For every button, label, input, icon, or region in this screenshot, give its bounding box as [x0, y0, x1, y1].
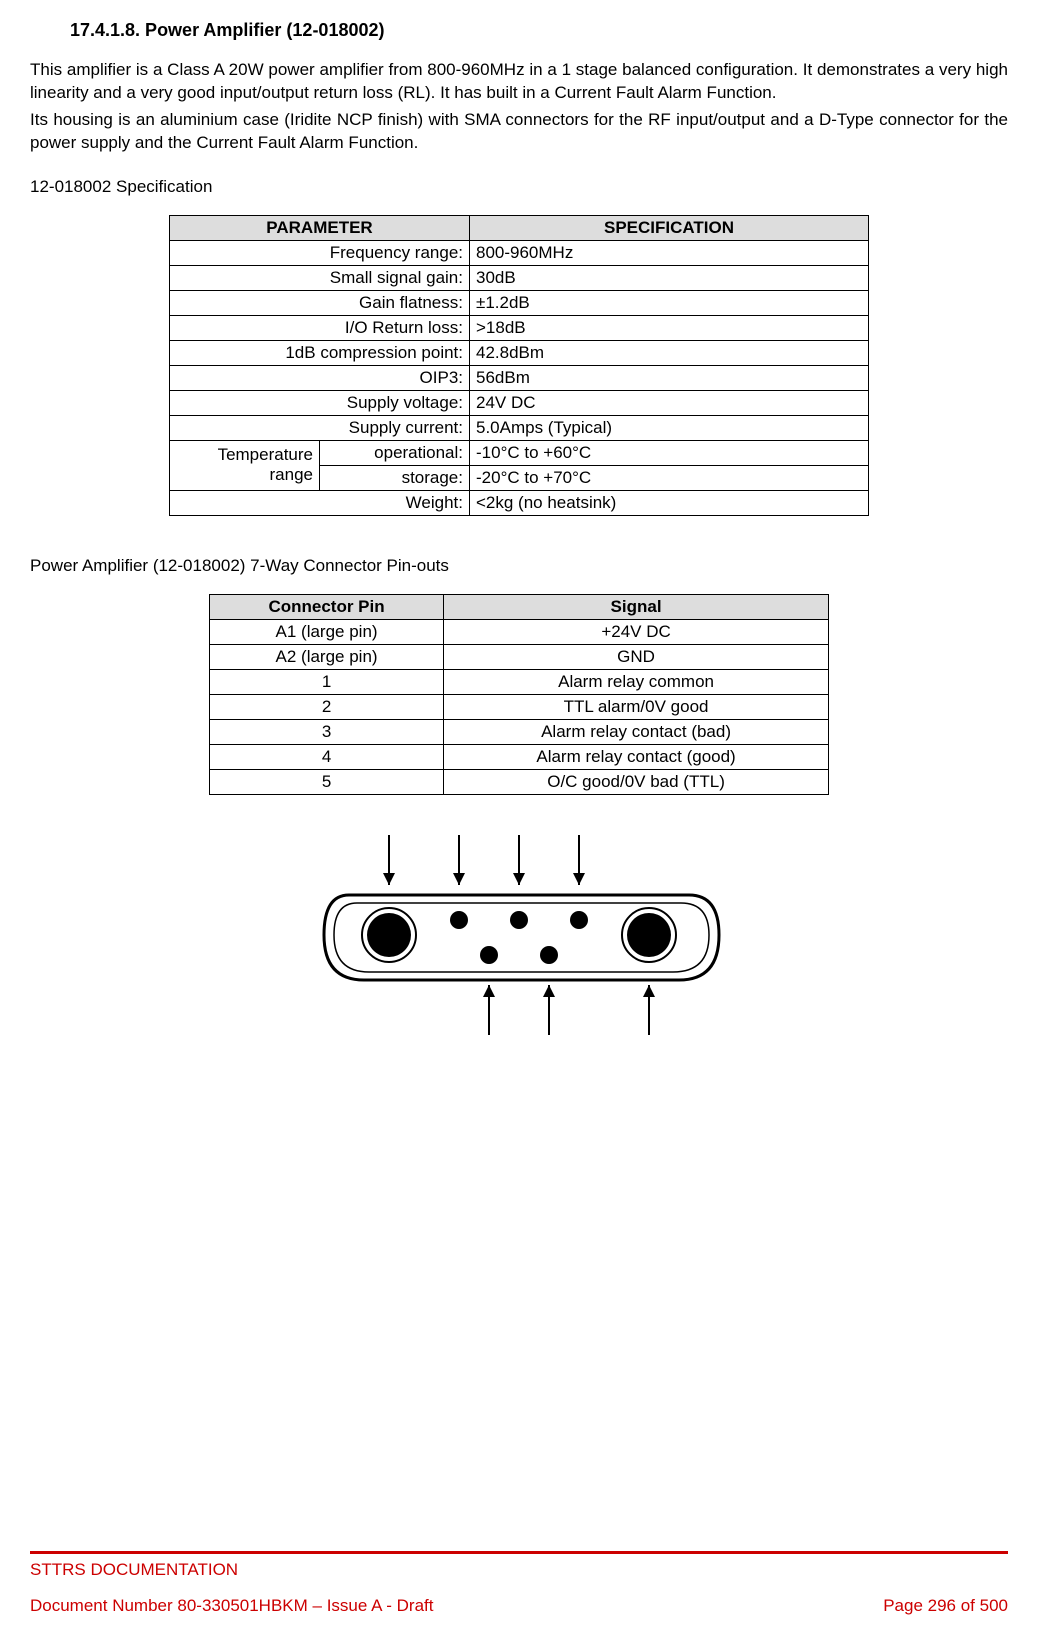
pinout-pin: 5: [210, 769, 444, 794]
pinout-pin: 3: [210, 719, 444, 744]
spec-row-param: Small signal gain:: [170, 265, 470, 290]
footer-docnum: Document Number 80-330501HBKM – Issue A …: [30, 1596, 433, 1616]
spec-row-param: Gain flatness:: [170, 290, 470, 315]
pinout-signal: GND: [444, 644, 829, 669]
spec-row-value: 5.0Amps (Typical): [470, 415, 869, 440]
spec-row-value: ±1.2dB: [470, 290, 869, 315]
spec-heading: 12-018002 Specification: [30, 177, 1008, 197]
pinout-signal: O/C good/0V bad (TTL): [444, 769, 829, 794]
connector-diagram: [309, 825, 729, 1045]
spec-row-param: Supply current:: [170, 415, 470, 440]
pinout-pin: 4: [210, 744, 444, 769]
pinout-table: Connector Pin Signal A1 (large pin)+24V …: [209, 594, 829, 795]
spec-row-value: <2kg (no heatsink): [470, 490, 869, 515]
pinout-pin: 2: [210, 694, 444, 719]
pinout-signal: TTL alarm/0V good: [444, 694, 829, 719]
spec-row-value: 42.8dBm: [470, 340, 869, 365]
paragraph-2: Its housing is an aluminium case (Iridit…: [30, 109, 1008, 155]
spec-row-param: Supply voltage:: [170, 390, 470, 415]
pinout-pin: A1 (large pin): [210, 619, 444, 644]
spec-row-param: 1dB compression point:: [170, 340, 470, 365]
spec-temp-sub: storage:: [320, 465, 470, 490]
spec-table: PARAMETER SPECIFICATION Frequency range:…: [169, 215, 869, 516]
pinout-signal: +24V DC: [444, 619, 829, 644]
spec-row-param: Weight:: [170, 490, 470, 515]
spec-temp-value: -20°C to +70°C: [470, 465, 869, 490]
pinout-signal: Alarm relay common: [444, 669, 829, 694]
section-heading: 17.4.1.8. Power Amplifier (12-018002): [70, 20, 1008, 41]
spec-row-value: 56dBm: [470, 365, 869, 390]
footer-title: STTRS DOCUMENTATION: [30, 1560, 1008, 1580]
spec-row-param: Frequency range:: [170, 240, 470, 265]
spec-header-param: PARAMETER: [170, 215, 470, 240]
footer-rule: [30, 1551, 1008, 1554]
paragraph-1: This amplifier is a Class A 20W power am…: [30, 59, 1008, 105]
spec-row-value: 30dB: [470, 265, 869, 290]
pinout-pin: 1: [210, 669, 444, 694]
spec-temp-group: Temperature range: [170, 440, 320, 490]
pinout-signal: Alarm relay contact (good): [444, 744, 829, 769]
page-footer: STTRS DOCUMENTATION Document Number 80-3…: [30, 1551, 1008, 1616]
pinout-signal: Alarm relay contact (bad): [444, 719, 829, 744]
spec-row-param: I/O Return loss:: [170, 315, 470, 340]
pinout-header-pin: Connector Pin: [210, 594, 444, 619]
spec-row-value: >18dB: [470, 315, 869, 340]
spec-row-value: 800-960MHz: [470, 240, 869, 265]
spec-row-value: 24V DC: [470, 390, 869, 415]
spec-row-param: OIP3:: [170, 365, 470, 390]
pinout-header-signal: Signal: [444, 594, 829, 619]
pinout-pin: A2 (large pin): [210, 644, 444, 669]
spec-temp-value: -10°C to +60°C: [470, 440, 869, 465]
spec-temp-sub: operational:: [320, 440, 470, 465]
pinout-heading: Power Amplifier (12-018002) 7-Way Connec…: [30, 556, 1008, 576]
spec-header-value: SPECIFICATION: [470, 215, 869, 240]
footer-page: Page 296 of 500: [883, 1596, 1008, 1616]
